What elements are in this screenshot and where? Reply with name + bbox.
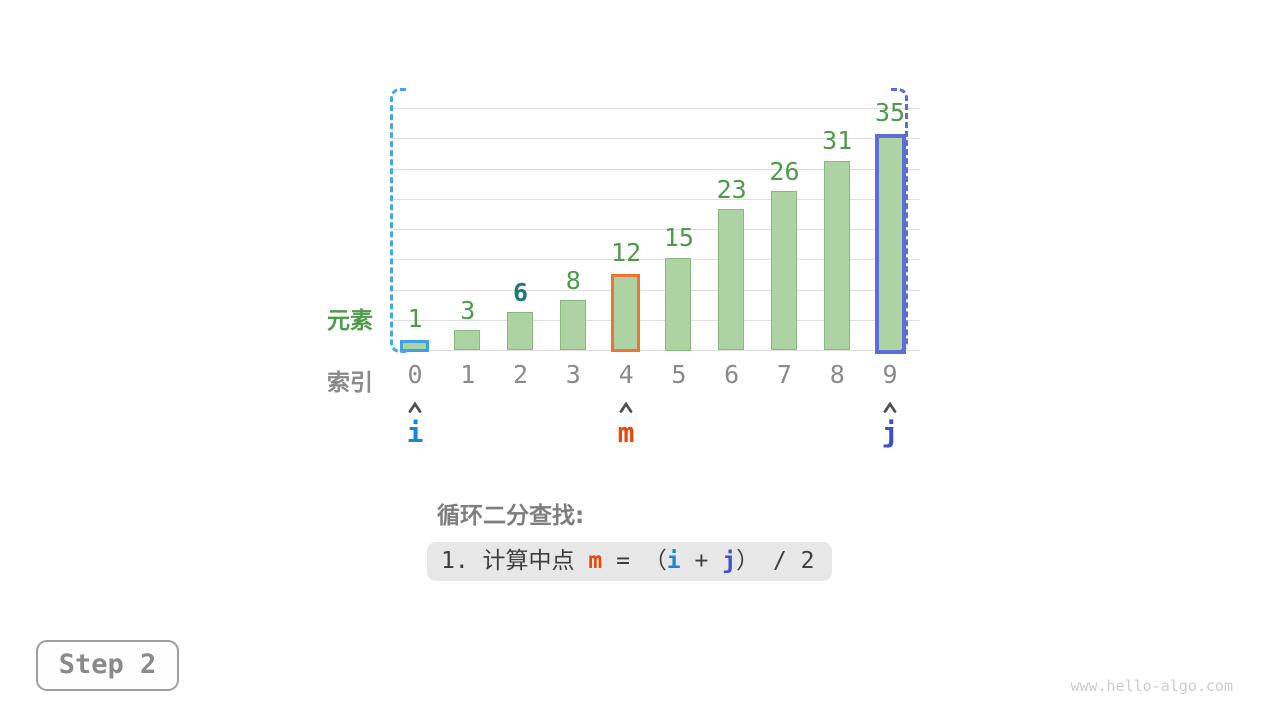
bar-index-3: [559, 300, 586, 351]
bar-index-6: [718, 209, 745, 351]
watermark: www.hello-algo.com: [1070, 677, 1233, 695]
var-j-label: j: [722, 548, 737, 574]
index-label-7: 7: [776, 360, 792, 389]
chart-gridline: [393, 319, 920, 321]
element-row-label: 元素: [327, 308, 373, 334]
pointer-label-m: m: [617, 416, 635, 449]
index-label-2: 2: [513, 360, 529, 389]
value-label-31: 31: [822, 126, 853, 156]
index-label-5: 5: [671, 360, 687, 389]
step-text-equals: = （: [602, 548, 667, 574]
step-badge: Step 2: [36, 640, 179, 691]
chart-gridline: [393, 259, 920, 261]
index-row-label: 索引: [327, 370, 373, 396]
chart-gridline: [393, 289, 920, 291]
search-range-bracket-right: [891, 88, 908, 353]
search-range-bracket-left: [390, 88, 407, 353]
step-text-plus: +: [680, 548, 723, 574]
step-text-prefix: 1. 计算中点: [441, 548, 589, 574]
var-i-label: i: [666, 548, 681, 574]
index-label-4: 4: [618, 360, 634, 389]
bar-index-8: [823, 160, 850, 351]
pointer-label-j: j: [881, 416, 899, 449]
index-label-1: 1: [460, 360, 476, 389]
caret-up-icon: [882, 398, 898, 413]
chart-gridline: [393, 198, 920, 200]
algorithm-step-box: 1. 计算中点 m = （i + j） / 2: [427, 542, 832, 581]
index-label-0: 0: [407, 360, 423, 389]
chart-gridline: [393, 168, 920, 170]
bar-index-7: [770, 191, 797, 351]
index-label-6: 6: [724, 360, 740, 389]
bar-index-4-pointer-m: [611, 273, 641, 353]
bar-index-9-pointer-j: [874, 134, 906, 354]
value-label-8: 8: [565, 265, 581, 295]
value-label-1: 1: [407, 304, 423, 334]
value-label-35: 35: [874, 98, 906, 128]
value-label-3: 3: [460, 295, 476, 325]
index-label-9: 9: [882, 360, 898, 389]
caret-up-icon: [618, 398, 634, 413]
bar-index-5: [665, 257, 692, 351]
chart-gridline: [393, 229, 920, 230]
var-m-label: m: [588, 548, 603, 574]
pointer-label-i: i: [406, 416, 424, 449]
value-label-26: 26: [769, 156, 800, 186]
value-label-6: 6: [513, 277, 529, 307]
bar-index-2: [507, 312, 534, 351]
caret-up-icon: [407, 398, 423, 413]
value-label-15: 15: [663, 223, 694, 253]
chart-gridline: [393, 350, 920, 351]
index-label-3: 3: [565, 360, 581, 389]
value-label-12: 12: [611, 237, 642, 267]
step-text-suffix: ） / 2: [736, 548, 815, 574]
chart-gridline: [393, 138, 920, 140]
value-label-23: 23: [716, 174, 747, 204]
index-label-8: 8: [829, 360, 845, 389]
chart-gridline: [393, 108, 920, 109]
bar-index-1: [454, 330, 481, 351]
algorithm-title: 循环二分查找:: [437, 503, 585, 529]
